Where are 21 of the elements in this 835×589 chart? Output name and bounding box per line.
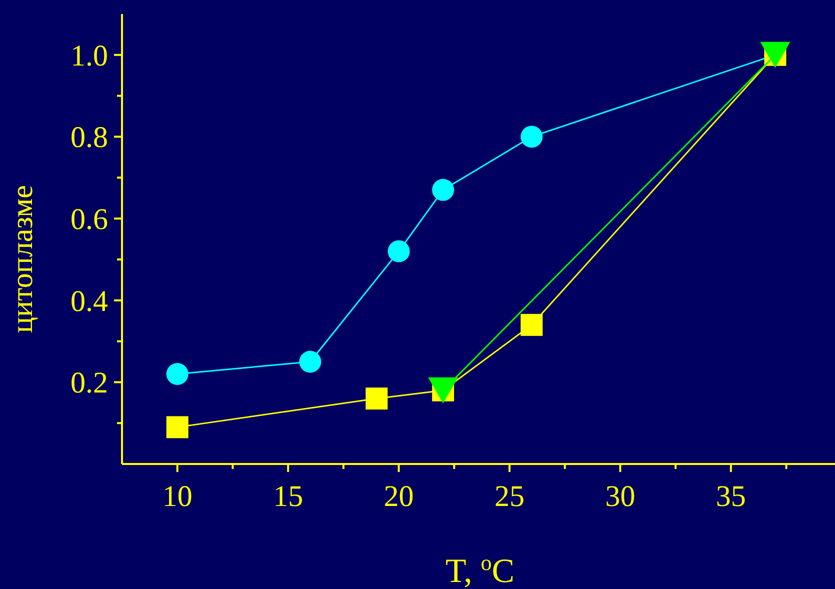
point: [432, 178, 454, 201]
y-tick-label: 0.4: [70, 284, 108, 318]
y-tick-label: 1.0: [70, 39, 108, 72]
y-tick-label: 0.2: [70, 366, 108, 400]
x-axis-title: T, $^{o}$C: [446, 550, 514, 589]
x-tick-label: 20: [384, 480, 414, 513]
y-axis-title: цитоплазме: [6, 185, 39, 333]
point: [299, 350, 322, 373]
y-tick-label: 0.6: [70, 203, 108, 236]
x-tick-label: 30: [605, 480, 636, 513]
point: [520, 126, 543, 148]
point: [166, 416, 188, 438]
x-tick-label: 10: [162, 480, 192, 513]
y-tick-label: 0.8: [70, 121, 108, 154]
point: [166, 363, 188, 385]
point: [520, 314, 543, 336]
point: [388, 240, 410, 262]
x-tick-label: 25: [494, 480, 524, 513]
point: [366, 388, 388, 410]
x-tick-label: 35: [716, 480, 746, 513]
x-tick-label: 15: [273, 480, 304, 513]
